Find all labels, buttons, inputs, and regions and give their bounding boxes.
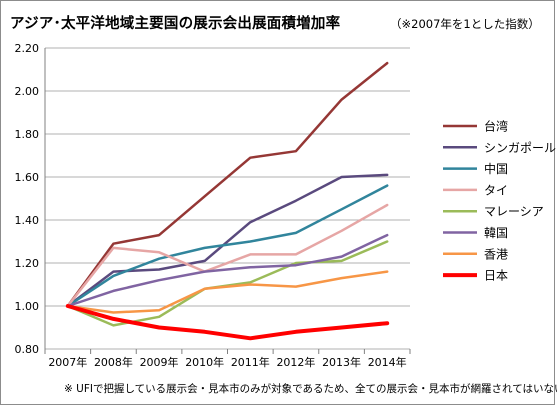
x-tick-label: 2012年 xyxy=(276,355,315,369)
legend-label-3: 中国 xyxy=(484,161,508,176)
series-line-4 xyxy=(66,203,389,308)
y-tick-label: 1.80 xyxy=(15,128,40,141)
chart-subtitle: （※2007年を1とした指数） xyxy=(390,17,540,31)
x-tick-label: 2008年 xyxy=(94,355,133,369)
y-tick-label: 1.00 xyxy=(15,300,40,313)
series-line-1 xyxy=(66,61,389,308)
y-tick-label: 2.20 xyxy=(15,42,40,55)
x-tick-label: 2013年 xyxy=(322,355,361,369)
x-tick-label: 2009年 xyxy=(140,355,179,369)
y-tick-label: 0.80 xyxy=(15,343,40,356)
legend-label-4: タイ xyxy=(484,183,508,197)
x-tick-label: 2010年 xyxy=(185,355,224,369)
legend-label-1: 台湾 xyxy=(484,119,508,134)
x-tick-label: 2014年 xyxy=(368,355,407,369)
series-line-7 xyxy=(66,270,389,314)
legend-label-8: 日本 xyxy=(484,269,508,283)
series-line-3 xyxy=(66,184,389,308)
legend-label-7: 香港 xyxy=(484,247,508,261)
series-line-2 xyxy=(66,173,389,308)
y-tick-label: 1.60 xyxy=(15,171,40,184)
x-tick-label: 2011年 xyxy=(231,355,270,369)
series-line-8 xyxy=(65,304,390,341)
legend-label-2: シンガポール xyxy=(484,141,556,155)
chart-title: アジア･太平洋地域主要国の展示会出展面積増加率 xyxy=(10,16,341,32)
y-tick-label: 1.20 xyxy=(15,257,40,270)
footnote: ※ UFIで把握している展示会・見本市のみが対象であるため、全ての展示会・見本市… xyxy=(64,383,557,395)
y-tick-label: 2.00 xyxy=(15,85,40,98)
series-line-6 xyxy=(66,233,389,308)
legend-label-5: マレーシア xyxy=(484,205,544,219)
y-tick-label: 1.40 xyxy=(15,214,40,227)
legend-label-6: 韓国 xyxy=(484,226,508,240)
x-tick-label: 2007年 xyxy=(48,355,87,369)
